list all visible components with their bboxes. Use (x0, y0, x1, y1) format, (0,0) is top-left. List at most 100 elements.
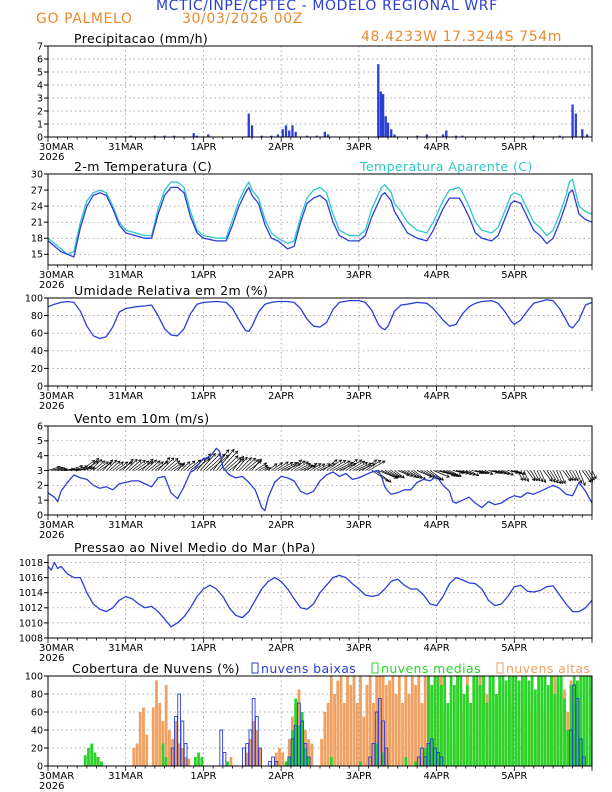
wind-arrow (151, 461, 164, 471)
precip-bar (415, 135, 419, 137)
wind-arrow (355, 462, 372, 471)
wind-arrow (391, 470, 402, 478)
wind-arrow (565, 470, 574, 481)
cloud-bar (180, 748, 184, 766)
wind-arrow-head (539, 478, 544, 483)
wind-arrow-head (255, 459, 260, 463)
run-datetime: 30/03/2026 00Z (182, 11, 303, 27)
y-tick-label: 1 (37, 119, 43, 130)
cloud-bar (550, 676, 553, 766)
cloud-bar (226, 761, 230, 766)
wind-arrow-head (174, 458, 179, 462)
wind-arrow (361, 459, 377, 471)
wind-arrow (530, 470, 538, 481)
wind-arrow-head (578, 479, 583, 484)
wind-arrow-head (166, 456, 171, 461)
cloud-bar (449, 676, 453, 766)
cloud-bar (533, 689, 537, 766)
precip-bar (173, 135, 176, 137)
wind-arrow (238, 457, 252, 471)
cloud-bar (346, 676, 349, 766)
legend-label-1: nuvens medias (381, 661, 481, 676)
x-tick-label: 3APR (346, 520, 372, 531)
cloud-bar (394, 694, 398, 766)
y-tick-label: 5 (37, 436, 43, 447)
wind-arrow (497, 470, 507, 474)
y-tick-label: 1014 (19, 588, 43, 599)
legend-label-0: nuvens baixas (261, 661, 356, 676)
x-tick-label: 31MAR (108, 142, 143, 153)
wind-arrow-head (440, 477, 444, 481)
cloud-bar (530, 676, 534, 766)
x-tick-label: 31MAR (108, 391, 143, 402)
wind-arrow (47, 466, 61, 471)
wind-arrow-head (557, 480, 561, 485)
wind-arrow-head (478, 470, 483, 475)
cloud-bar (83, 755, 87, 766)
legend-swatch (251, 662, 259, 674)
cloud-bar (326, 703, 330, 766)
pres-title: Pressao ao Nivel Medio do Mar (hPa) (74, 540, 316, 555)
wind-arrow-head (398, 474, 402, 478)
y-tick-label: 18 (31, 234, 43, 245)
wind-arrow (575, 470, 582, 484)
wind-arrow (446, 470, 460, 477)
wind-arrow (429, 470, 444, 481)
wind-arrow (128, 459, 142, 471)
x-tick-label: 1APR (190, 643, 216, 654)
cloud-bar (291, 730, 294, 766)
cloud-bar (588, 676, 592, 766)
x-tick-label: 3APR (346, 771, 372, 782)
wind-arrow (264, 467, 272, 471)
cloud-bar (359, 761, 362, 766)
wind-arrow-head (373, 459, 378, 463)
cloud-bar (177, 743, 181, 766)
wind-arrow (416, 470, 432, 478)
wind-arrow (501, 470, 510, 475)
y-tick-label: 40 (31, 725, 43, 736)
wind-arrow-head (489, 471, 494, 475)
wind-arrow (365, 460, 381, 471)
wind-arrow (235, 457, 248, 471)
cloud-bar (242, 747, 246, 767)
wind-arrow (267, 463, 278, 471)
cloud-bar (498, 676, 502, 766)
wind-arrow (125, 459, 138, 471)
cloud-bar (475, 676, 479, 766)
cloud-bar (433, 676, 437, 766)
wind-arrow (225, 457, 242, 471)
wind-arrow (115, 461, 128, 471)
wind-arrow (277, 461, 293, 471)
cloud-bar (524, 676, 528, 766)
x-tick-label: 2APR (268, 643, 294, 654)
cloud-bar (576, 680, 579, 766)
cloud-bar (365, 685, 369, 766)
wind-arrow (526, 470, 535, 481)
wind-arrow-head (572, 477, 576, 482)
cloud-bar (155, 680, 158, 766)
y-tick-label: 3 (37, 466, 43, 477)
wind-arrow-head (176, 460, 181, 464)
cloud-bar (168, 730, 171, 766)
pres-frame (47, 554, 593, 639)
y-tick-label: 7 (37, 41, 43, 52)
wind-arrow (141, 458, 154, 471)
wind-arrow (245, 459, 259, 471)
wind-arrow-head (248, 457, 252, 461)
wind-arrow-head (240, 455, 245, 460)
wind-arrow-head (105, 461, 109, 465)
wind-arrow-head (145, 460, 150, 464)
temp-panel: 15 18 21 24 27 30 30MAR 31MAR 1APR 2APR 3APR 4APR 5A… (31, 159, 593, 291)
precip-bar (288, 130, 291, 137)
wind-arrow-head (525, 478, 530, 483)
cloud-bar (200, 757, 204, 766)
y-tick-label: 4 (37, 80, 43, 91)
x-tick-label: 3APR (346, 142, 372, 153)
station-name: GO PALMELO (36, 11, 133, 27)
cloud-bar (378, 676, 382, 766)
precip-bar (461, 135, 464, 137)
wind-arrow-head (113, 459, 118, 464)
wind-arrow-head (206, 458, 211, 462)
cloud-bar (368, 676, 372, 766)
x-tick-label: 4APR (423, 520, 449, 531)
